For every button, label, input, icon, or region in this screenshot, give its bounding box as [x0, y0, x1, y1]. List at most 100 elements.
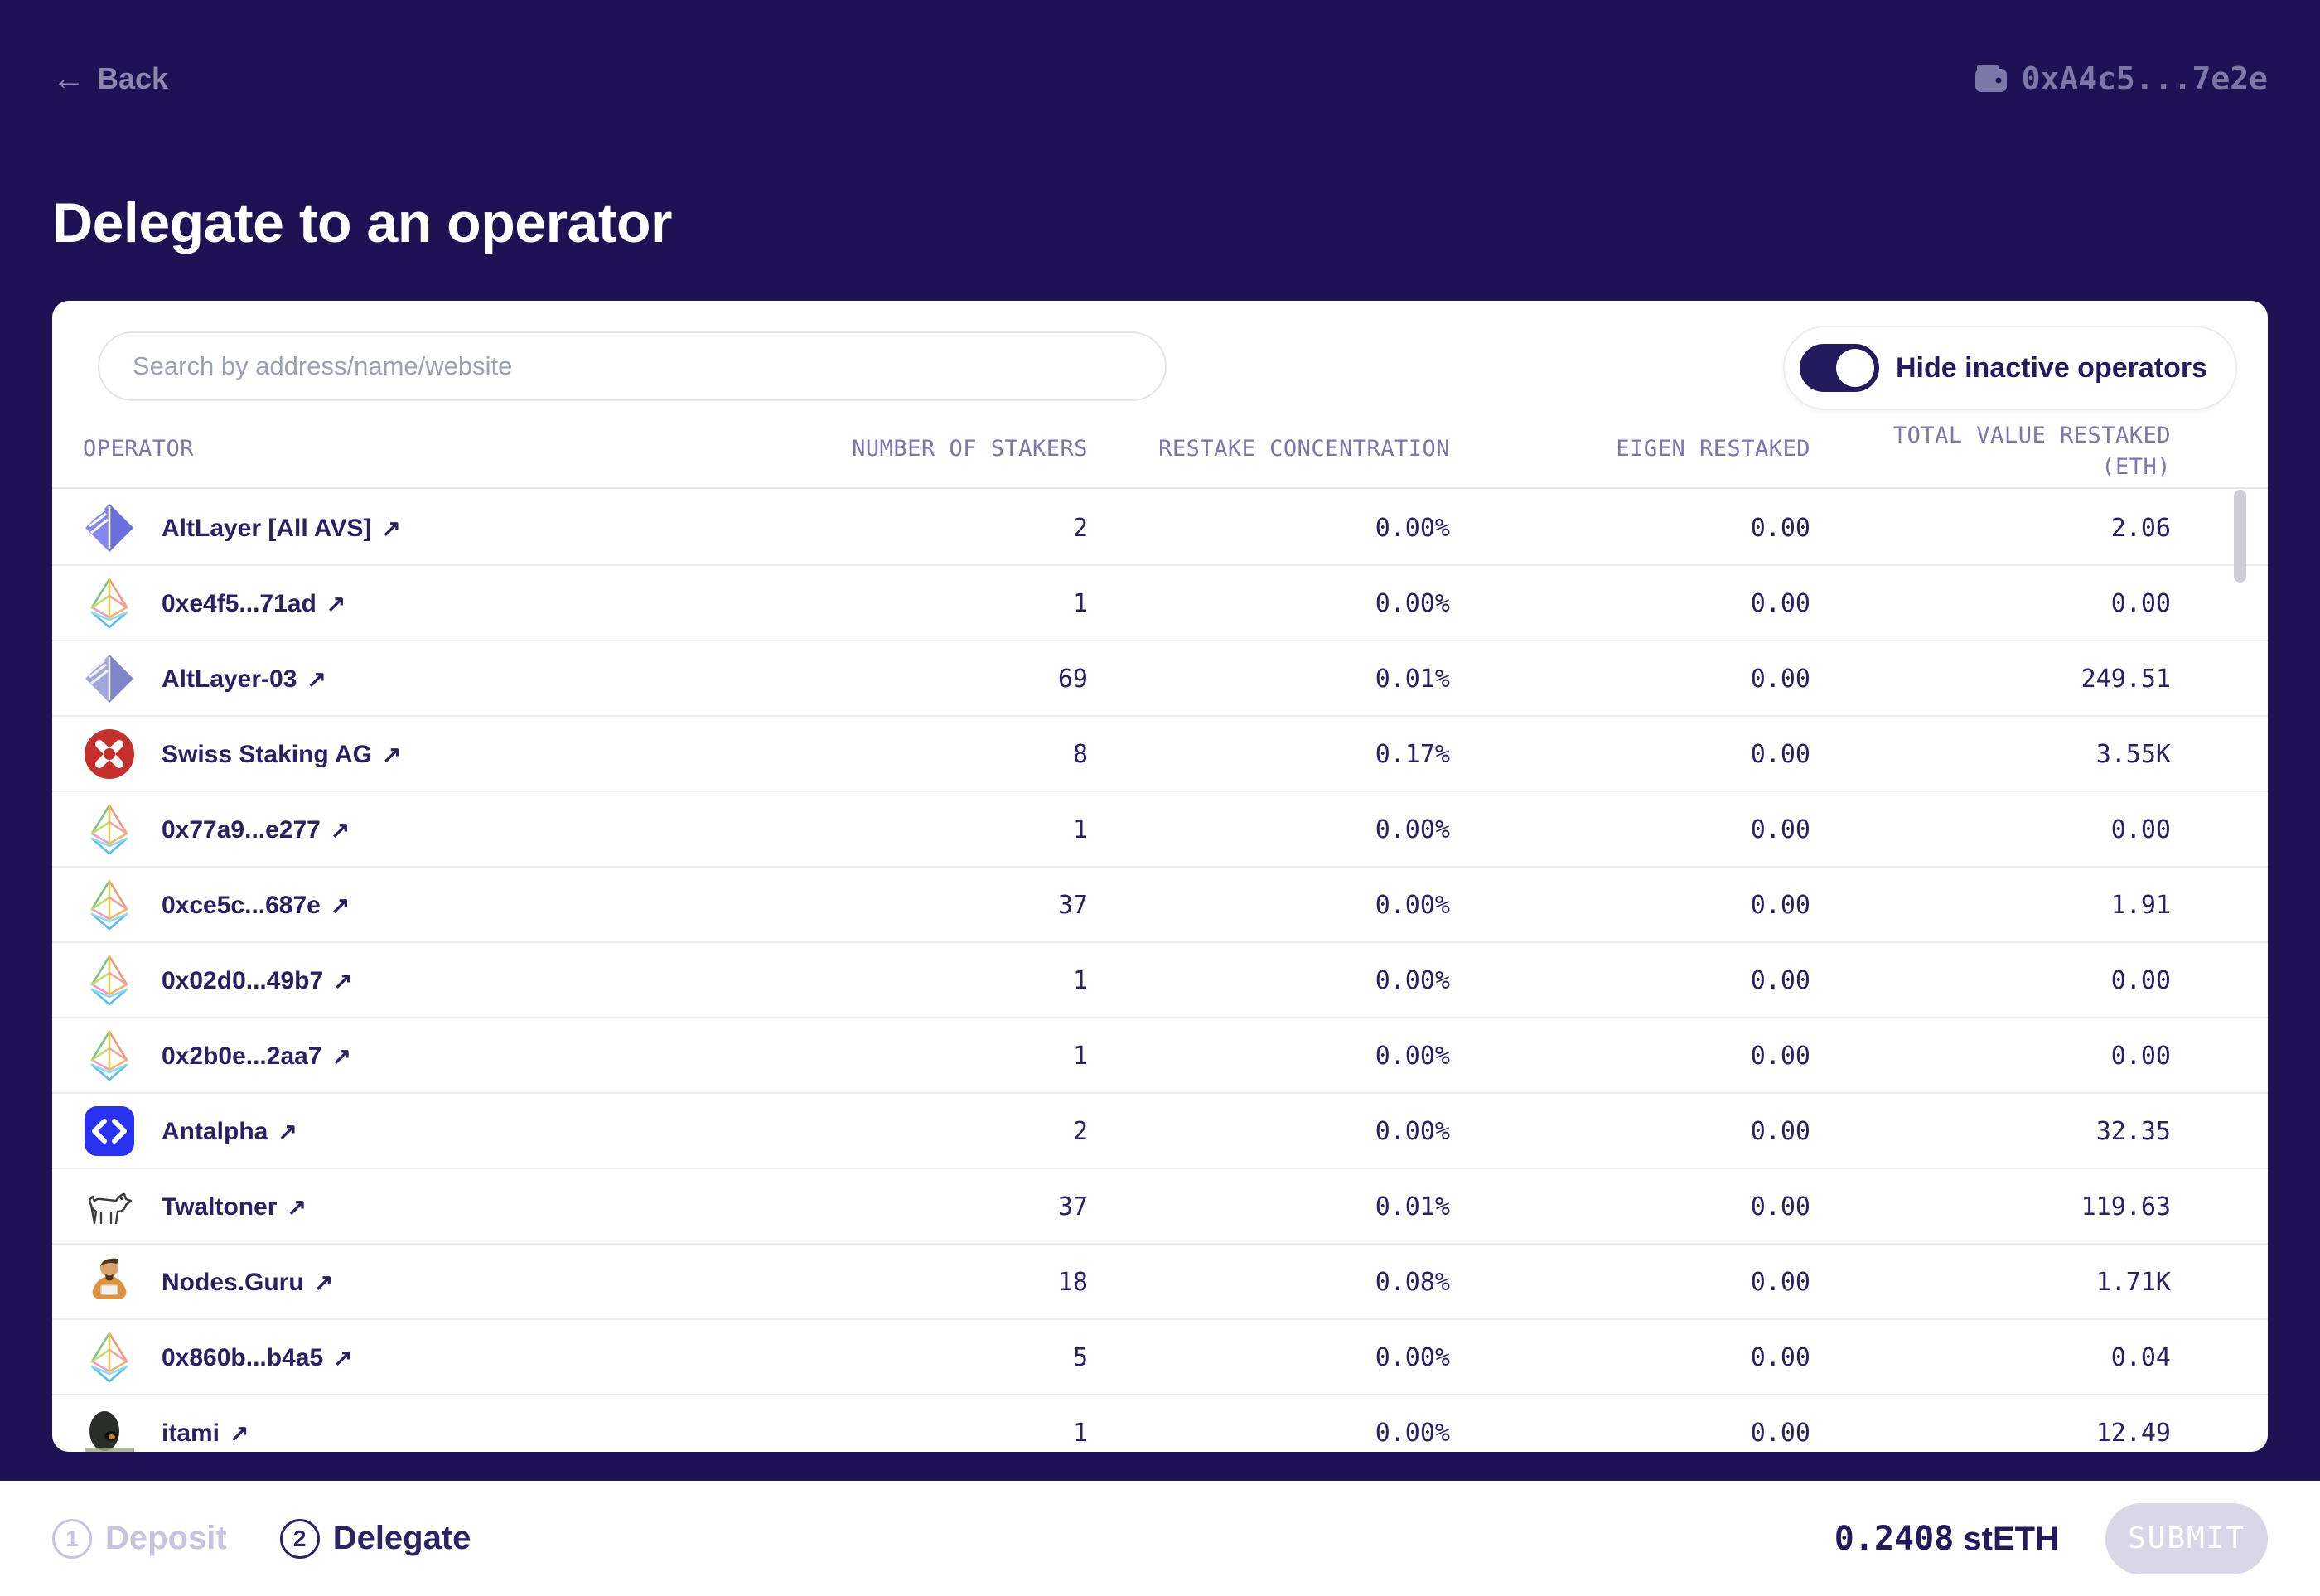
- operator-logo: [83, 1105, 136, 1158]
- external-link-icon[interactable]: ↗: [287, 1194, 307, 1220]
- stakers-value: 69: [1057, 665, 1088, 694]
- hide-inactive-toggle[interactable]: Hide inactive operators: [1782, 326, 2237, 410]
- ethereum-logo-icon: [90, 1030, 128, 1081]
- ethereum-logo-icon: [90, 804, 128, 855]
- operator-name: Antalpha: [162, 1117, 268, 1145]
- table-row[interactable]: 0xe4f5...71ad ↗ 1 0.00% 0.00 0.00: [52, 566, 2268, 641]
- external-link-icon[interactable]: ↗: [230, 1420, 249, 1446]
- eigen-restaked-value: 0.00: [1750, 815, 1810, 844]
- external-link-icon[interactable]: ↗: [381, 515, 401, 541]
- eigen-restaked-value: 0.00: [1750, 1419, 1810, 1448]
- total-restaked-value: 0.00: [2110, 589, 2171, 618]
- submit-button[interactable]: SUBMIT: [2105, 1502, 2268, 1574]
- scrollbar-thumb[interactable]: [2234, 490, 2246, 583]
- stakers-value: 18: [1057, 1268, 1088, 1297]
- operator-logo: [83, 1406, 136, 1452]
- table-row[interactable]: 0x02d0...49b7 ↗ 1 0.00% 0.00 0.00: [52, 943, 2268, 1018]
- total-restaked-value: 0.00: [2110, 966, 2171, 995]
- toggle-switch[interactable]: [1799, 344, 1879, 392]
- swiss-staking-logo-icon: [85, 729, 134, 779]
- eigen-restaked-value: 0.00: [1750, 1343, 1810, 1372]
- external-link-icon[interactable]: ↗: [381, 742, 402, 767]
- step-number: 2: [279, 1518, 320, 1559]
- concentration-value: 0.00%: [1375, 966, 1450, 995]
- total-restaked-value: 0.04: [2110, 1343, 2171, 1372]
- column-header-concentration: RESTAKE CONCENTRATION: [1158, 436, 1450, 462]
- total-restaked-value: 0.00: [2110, 815, 2171, 844]
- operator-list: AltLayer [All AVS] ↗ 2 0.00% 0.00 2.06 0x…: [52, 491, 2268, 1452]
- total-restaked-value: 12.49: [2095, 1419, 2171, 1448]
- operator-panel: Hide inactive operators OPERATOR NUMBER …: [52, 301, 2268, 1452]
- operator-logo: [83, 577, 136, 630]
- wallet-icon: [1974, 65, 2007, 92]
- operator-logo: [83, 1029, 136, 1082]
- table-row[interactable]: Swiss Staking AG ↗ 8 0.17% 0.00 3.55K: [52, 717, 2268, 792]
- table-row[interactable]: Antalpha ↗ 2 0.00% 0.00 32.35: [52, 1094, 2268, 1169]
- stakers-value: 1: [1072, 1042, 1088, 1071]
- step-label: Deposit: [105, 1520, 227, 1556]
- back-button[interactable]: ← Back: [52, 60, 168, 98]
- ethereum-logo-icon: [90, 578, 128, 629]
- concentration-value: 0.00%: [1375, 815, 1450, 844]
- operator-logo: [83, 728, 136, 781]
- external-link-icon[interactable]: ↗: [313, 1270, 334, 1295]
- operator-logo: [83, 803, 136, 856]
- external-link-icon[interactable]: ↗: [330, 892, 350, 918]
- operator-name: AltLayer-03: [162, 665, 297, 693]
- operator-logo: [83, 652, 136, 705]
- back-arrow-icon: ←: [52, 60, 85, 97]
- table-row[interactable]: 0x77a9...e277 ↗ 1 0.00% 0.00 0.00: [52, 792, 2268, 868]
- operator-name: 0x2b0e...2aa7: [162, 1042, 322, 1070]
- operator-name: itami: [162, 1419, 220, 1447]
- eigen-restaked-value: 0.00: [1750, 740, 1810, 769]
- table-row[interactable]: 0x860b...b4a5 ↗ 5 0.00% 0.00 0.04: [52, 1320, 2268, 1395]
- total-restaked-value: 119.63: [2081, 1192, 2171, 1221]
- stakers-value: 2: [1072, 514, 1088, 543]
- eigen-restaked-value: 0.00: [1750, 514, 1810, 543]
- concentration-value: 0.08%: [1375, 1268, 1450, 1297]
- total-restaked-value: 0.00: [2110, 1042, 2171, 1071]
- wallet-chip[interactable]: 0xA4c5...7e2e: [1974, 60, 2268, 97]
- external-link-icon[interactable]: ↗: [326, 591, 346, 617]
- dog-logo-icon: [89, 1192, 133, 1225]
- step-deposit: 1 Deposit: [52, 1518, 227, 1559]
- stakers-value: 5: [1072, 1343, 1088, 1372]
- stakers-value: 8: [1072, 740, 1088, 769]
- avatar-photo: [85, 1408, 134, 1452]
- page-title: Delegate to an operator: [52, 191, 673, 254]
- table-row[interactable]: 0xce5c...687e ↗ 37 0.00% 0.00 1.91: [52, 868, 2268, 943]
- footer-bar: 1 Deposit 2 Delegate 0.2408 stETH SUBMIT: [0, 1481, 2320, 1596]
- table-row[interactable]: AltLayer-03 ↗ 69 0.01% 0.00 249.51: [52, 641, 2268, 717]
- operator-name: 0xce5c...687e: [162, 891, 321, 919]
- ethereum-logo-icon: [90, 879, 128, 931]
- search-input[interactable]: [98, 331, 1167, 401]
- external-link-icon[interactable]: ↗: [330, 817, 350, 843]
- concentration-value: 0.00%: [1375, 1117, 1450, 1146]
- operator-name: 0xe4f5...71ad: [162, 589, 317, 617]
- table-row[interactable]: AltLayer [All AVS] ↗ 2 0.00% 0.00 2.06: [52, 491, 2268, 566]
- table-row[interactable]: Nodes.Guru ↗ 18 0.08% 0.00 1.71K: [52, 1245, 2268, 1320]
- concentration-value: 0.00%: [1375, 1419, 1450, 1448]
- external-link-icon[interactable]: ↗: [307, 666, 326, 692]
- operator-name: AltLayer [All AVS]: [162, 514, 372, 542]
- concentration-value: 0.00%: [1375, 514, 1450, 543]
- wallet-address: 0xA4c5...7e2e: [2021, 60, 2268, 97]
- table-row[interactable]: 0x2b0e...2aa7 ↗ 1 0.00% 0.00 0.00: [52, 1018, 2268, 1094]
- step-label: Delegate: [332, 1520, 471, 1556]
- table-row[interactable]: Twaltoner ↗ 37 0.01% 0.00 119.63: [52, 1169, 2268, 1245]
- external-link-icon[interactable]: ↗: [278, 1119, 297, 1144]
- eigen-restaked-value: 0.00: [1750, 891, 1810, 920]
- toggle-knob: [1835, 349, 1874, 387]
- table-row[interactable]: itami ↗ 1 0.00% 0.00 12.49: [52, 1395, 2268, 1452]
- stakers-value: 37: [1057, 1192, 1088, 1221]
- eigen-restaked-value: 0.00: [1750, 1268, 1810, 1297]
- top-bar: ← Back 0xA4c5...7e2e: [52, 50, 2268, 108]
- balance-amount: 0.2408 stETH: [1834, 1519, 2059, 1558]
- operator-logo: [83, 501, 136, 554]
- external-link-icon[interactable]: ↗: [333, 968, 353, 994]
- external-link-icon[interactable]: ↗: [331, 1043, 351, 1069]
- operator-name: Swiss Staking AG: [162, 740, 372, 768]
- column-header-eigen: EIGEN RESTAKED: [1616, 436, 1810, 462]
- external-link-icon[interactable]: ↗: [333, 1345, 353, 1371]
- altlayer-logo-icon: [85, 504, 133, 552]
